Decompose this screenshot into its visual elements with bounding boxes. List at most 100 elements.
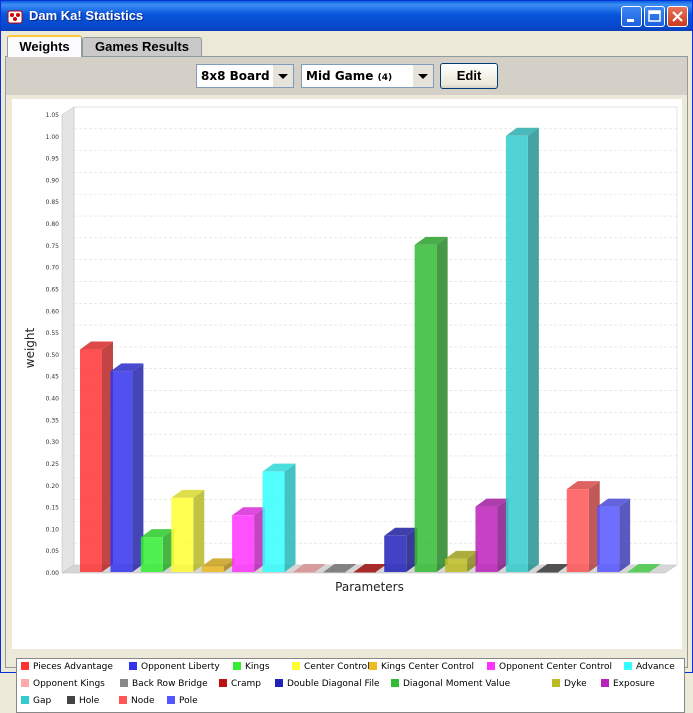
- close-button[interactable]: [667, 6, 688, 27]
- legend-item: Double Diagonal File: [275, 679, 380, 689]
- legend-label: Opponent Center Control: [499, 662, 613, 672]
- chart-bar: [414, 236, 448, 572]
- weights-bar-chart: 0.00 0.05 0.10 0.15 0.20 0.25 0.30 0.35 0.40 0.45…: [23, 106, 678, 594]
- chart-bar: [323, 564, 357, 573]
- game-phase-value-wrap: Mid Game (4): [306, 69, 392, 83]
- legend-item: Back Row Bridge: [120, 679, 208, 689]
- legend-label: Kings Center Control: [381, 662, 475, 672]
- chart-bar-top: [475, 498, 509, 507]
- chart-bar-front: [384, 535, 407, 572]
- chart-bar-side: [619, 498, 631, 572]
- chart-bar: [445, 550, 479, 572]
- chart-bar: [110, 363, 144, 572]
- chart-bar-top: [262, 463, 296, 472]
- y-tick-label: 0.05: [46, 548, 60, 555]
- legend-label: Pole: [179, 696, 198, 706]
- chart-bar-side: [132, 363, 144, 572]
- legend-item: Center Control: [292, 662, 370, 672]
- chart-bar-top: [414, 236, 448, 245]
- chart-bar-front: [353, 572, 376, 573]
- chart-bar: [353, 564, 387, 573]
- legend-item: Opponent Center Control: [487, 662, 612, 672]
- legend-label: Node: [131, 696, 155, 706]
- y-tick-label: 0.65: [46, 286, 60, 293]
- chart-legend: Pieces Advantage Opponent Liberty Kings Cen…: [16, 658, 685, 713]
- chart-bar-side: [406, 527, 418, 572]
- legend-swatch: [67, 696, 75, 704]
- maximize-button[interactable]: [644, 6, 665, 27]
- game-phase-dropdown[interactable]: [413, 65, 433, 87]
- chart-bar-front: [262, 471, 285, 572]
- legend-item: Exposure: [601, 679, 655, 689]
- chart-bar-front: [171, 497, 194, 572]
- legend-swatch: [219, 679, 227, 687]
- board-size-value: 8x8 Board: [201, 69, 270, 83]
- y-tick-label: 0.15: [46, 505, 60, 512]
- legend-item: Cramp: [219, 679, 261, 689]
- legend-item: Node: [119, 696, 155, 706]
- legend-item: Gap: [21, 696, 51, 706]
- legend-swatch: [119, 696, 127, 704]
- chart-bar-top: [232, 507, 266, 516]
- legend-swatch: [391, 679, 399, 687]
- chart-bar-front: [445, 558, 468, 572]
- minimize-button[interactable]: [621, 6, 642, 27]
- legend-label: Diagonal Moment Value: [403, 679, 511, 689]
- legend-item: Diagonal Moment Value: [391, 679, 510, 689]
- y-tick-label: 0.90: [46, 177, 60, 184]
- game-phase-value: Mid Game: [306, 69, 374, 83]
- chart-bar-front: [80, 349, 102, 572]
- legend-label: Kings: [245, 662, 270, 672]
- weights-chart: 0.00 0.05 0.10 0.15 0.20 0.25 0.30 0.35 0.40 0.45…: [12, 99, 682, 649]
- chart-bar-side: [436, 236, 448, 572]
- chart-bar-side: [467, 550, 479, 572]
- y-tick-label: 0.10: [46, 526, 60, 533]
- toolbar: 8x8 Board Mid Game (4) Edit: [6, 57, 687, 95]
- legend-swatch: [552, 679, 560, 687]
- tab-weights[interactable]: Weights: [7, 35, 82, 57]
- chart-bar: [627, 564, 661, 573]
- legend-item: Advance: [624, 662, 675, 672]
- board-size-select[interactable]: 8x8 Board: [196, 64, 294, 88]
- chart-bar-side: [284, 463, 296, 572]
- game-phase-badge: (4): [377, 73, 393, 83]
- legend-item: Pole: [167, 696, 198, 706]
- board-size-dropdown[interactable]: [273, 65, 293, 87]
- chart-bar-front: [475, 506, 498, 572]
- chart-bar: [536, 564, 570, 573]
- chart-bar-side: [254, 507, 266, 572]
- tab-games-results[interactable]: Games Results: [82, 37, 202, 56]
- title-bar[interactable]: Dam Ka! Statistics: [1, 1, 692, 31]
- legend-swatch: [120, 679, 128, 687]
- chart-bar-front: [323, 572, 346, 573]
- chart-bar: [80, 341, 113, 572]
- legend-label: Center Control: [304, 662, 370, 672]
- legend-swatch: [21, 662, 29, 670]
- y-tick-label: 0.20: [46, 483, 60, 490]
- maximize-icon: [648, 10, 661, 22]
- chart-bar-front: [597, 506, 620, 572]
- chart-bar-top: [627, 564, 661, 572]
- legend-label: Pieces Advantage: [33, 662, 113, 672]
- chart-bar-front: [627, 572, 650, 573]
- chart-bar: [597, 498, 631, 572]
- game-phase-select[interactable]: Mid Game (4): [301, 64, 434, 88]
- chart-bar: [384, 527, 418, 572]
- chart-bar-top: [292, 564, 326, 572]
- legend-item: Kings: [233, 662, 270, 672]
- chart-bar: [140, 529, 174, 572]
- chart-bar-side: [102, 341, 113, 572]
- chart-bar: [201, 558, 235, 572]
- chart-bar: [171, 489, 205, 572]
- chevron-down-icon: [278, 74, 288, 79]
- legend-label: Cramp: [231, 679, 261, 689]
- legend-swatch: [601, 679, 609, 687]
- edit-button[interactable]: Edit: [440, 63, 498, 89]
- chart-bar: [505, 127, 539, 573]
- y-tick-label: 0.80: [46, 221, 60, 228]
- y-tick-label: 1.00: [46, 134, 60, 141]
- legend-label: Dyke: [564, 679, 587, 689]
- x-axis-label: Parameters: [335, 580, 404, 594]
- chart-bar-top: [201, 558, 235, 567]
